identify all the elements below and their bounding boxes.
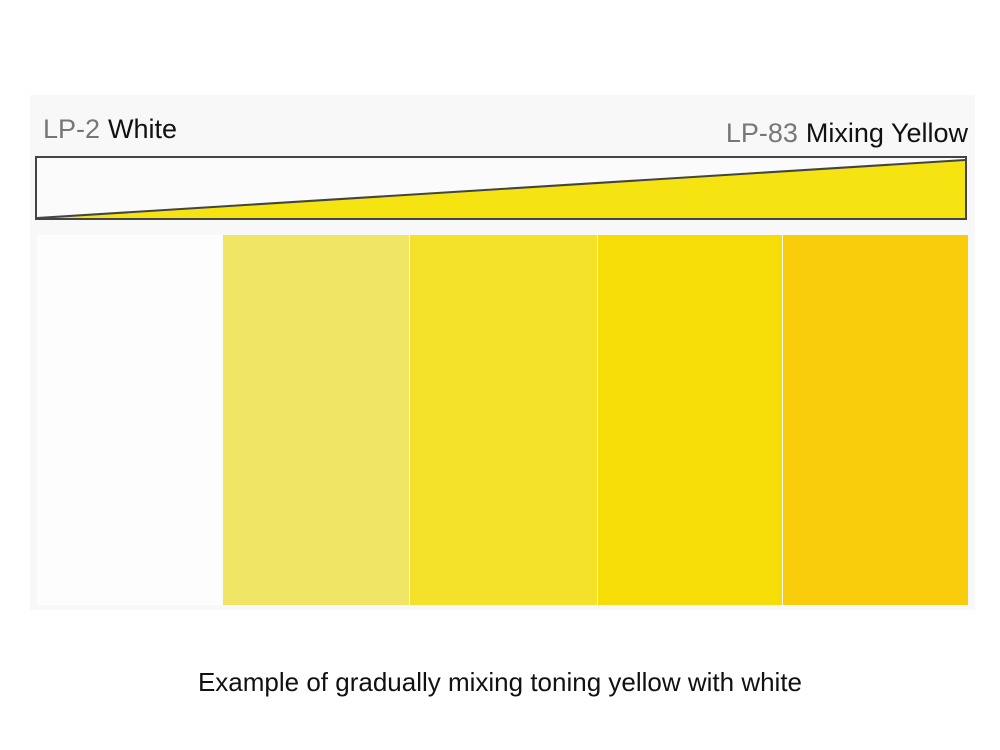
swatch-5 [783, 235, 968, 605]
swatch-1 [37, 235, 222, 605]
wedge-diagonal [36, 159, 966, 219]
white-paint-label: LP-2 White [43, 114, 177, 145]
paint-code: LP-83 [725, 118, 798, 148]
mixing-ratio-wedge [35, 156, 967, 220]
paint-name: White [108, 114, 178, 144]
caption: Example of gradually mixing toning yello… [197, 667, 803, 697]
swatch-3 [410, 235, 597, 605]
swatch-4 [598, 235, 782, 605]
paint-code: LP-2 [43, 114, 101, 144]
swatch-2 [223, 235, 409, 605]
yellow-paint-label: LP-83 Mixing Yellow [726, 118, 968, 149]
paint-name: Mixing Yellow [805, 118, 968, 148]
